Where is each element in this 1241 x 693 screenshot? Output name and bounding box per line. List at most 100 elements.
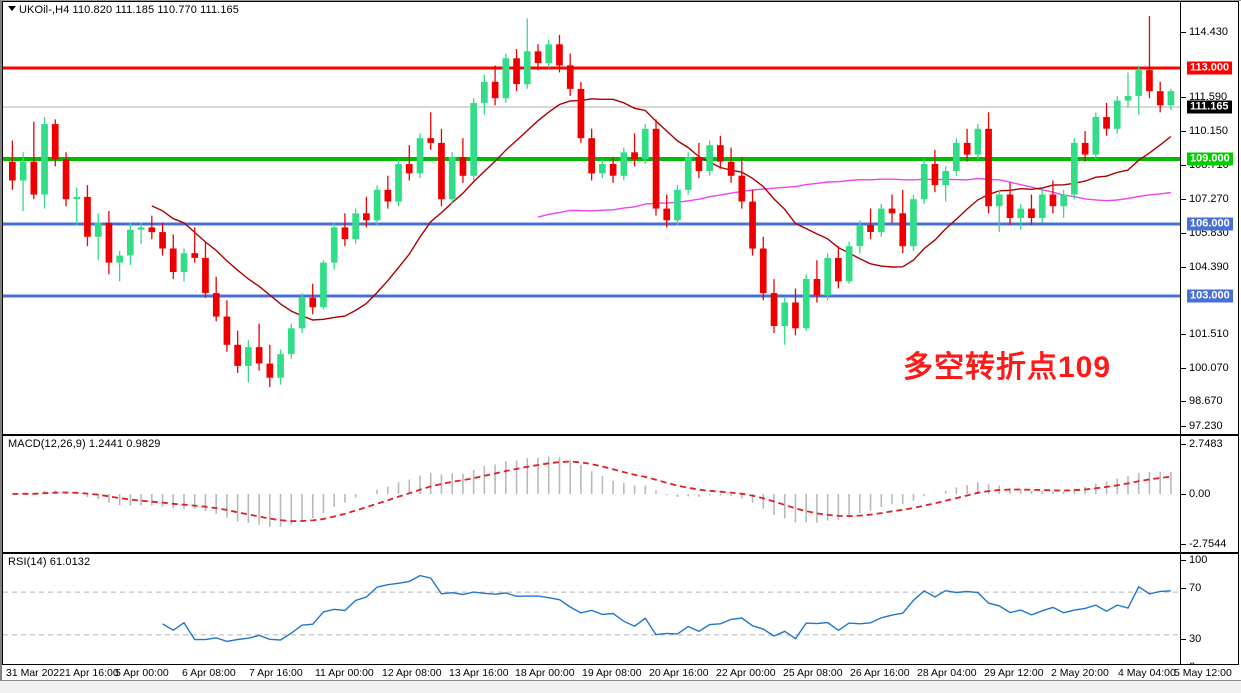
macd-tick — [1181, 444, 1186, 445]
candle-body — [813, 279, 821, 296]
candle-body — [974, 128, 982, 155]
time-axis-label: 6 Apr 08:00 — [182, 667, 236, 679]
candle-body — [427, 138, 435, 143]
candle-body — [577, 88, 585, 139]
chevron-down-icon[interactable] — [8, 6, 16, 11]
price-tick — [1181, 165, 1186, 166]
macd-pane[interactable]: MACD(12,26,9) 1.2441 0.9829 2.7483 0.00 -2… — [2, 435, 1239, 553]
candle-body — [802, 279, 810, 329]
candle-body — [845, 246, 853, 282]
candle-body — [652, 128, 660, 209]
rsi-scale-label: 70 — [1189, 582, 1202, 594]
price-scale-label: 114.430 — [1189, 26, 1228, 38]
candle-body — [245, 347, 252, 366]
candle-body — [9, 161, 16, 181]
time-axis-label: 5 May 12:00 — [1174, 667, 1232, 679]
price-level-badge-106.000[interactable]: 106.000 — [1187, 217, 1233, 231]
time-axis-label: 1 Apr 16:00 — [65, 667, 119, 679]
candle-body — [320, 262, 327, 308]
candle-body — [459, 157, 467, 176]
candle-body — [62, 159, 70, 200]
candle-body — [1028, 208, 1035, 218]
candle-body — [1103, 117, 1110, 129]
macd-scale-label: 0.00 — [1189, 488, 1211, 500]
time-axis-label: 19 Apr 08:00 — [582, 667, 642, 679]
price-tick — [1181, 426, 1186, 427]
candle-body — [856, 225, 864, 247]
candle-body — [212, 293, 220, 317]
candle-body — [363, 213, 370, 221]
candle-body — [759, 248, 767, 294]
candle-body — [942, 171, 949, 186]
candle-body — [706, 145, 713, 171]
candle-body — [191, 253, 199, 258]
candle-body — [30, 161, 38, 195]
candle-body — [995, 194, 1003, 207]
candle-body — [73, 196, 81, 200]
candle-body — [513, 58, 520, 85]
candle-body — [1124, 95, 1132, 101]
candle-body — [148, 227, 156, 233]
candle-body — [620, 152, 628, 176]
price-tick — [1181, 199, 1186, 200]
price-level-badge-103.000[interactable]: 103.000 — [1187, 289, 1233, 303]
status-segment-2 — [89, 681, 165, 693]
rsi-pane[interactable]: RSI(14) 61.0132 10070300 — [2, 553, 1239, 676]
price-scale[interactable]: 114.430111.590110.150108.710107.270105.8… — [1180, 2, 1238, 434]
rsi-line — [162, 574, 1171, 643]
time-axis-label: 12 Apr 08:00 — [382, 667, 442, 679]
candle-body — [373, 189, 381, 221]
price-level-badge-113.000[interactable]: 113.000 — [1187, 61, 1233, 75]
candle-body — [888, 208, 896, 214]
time-axis-label: 18 Apr 00:00 — [515, 667, 575, 679]
time-axis-label: 2 May 20:00 — [1051, 667, 1109, 679]
candle-body — [749, 201, 756, 249]
candle-body — [953, 142, 960, 172]
price-level-badge-109.000[interactable]: 109.000 — [1187, 152, 1233, 166]
candle-body — [684, 157, 692, 190]
candle-body — [416, 138, 424, 174]
candle-body — [84, 196, 91, 237]
candle-body — [1017, 208, 1025, 218]
time-axis-label: 7 Apr 16:00 — [249, 667, 303, 679]
time-axis-label: 20 Apr 16:00 — [649, 667, 709, 679]
candle-body — [470, 103, 477, 176]
time-axis[interactable]: 31 Mar 2022 1 Apr 16:00 5 Apr 00:00 6 Apr 0… — [2, 664, 1239, 680]
candle-body — [309, 297, 317, 308]
candle-body — [920, 164, 928, 200]
candle-body — [609, 164, 617, 176]
status-segment-3 — [164, 681, 1241, 693]
candle-body — [298, 297, 306, 329]
time-axis-label: 11 Apr 00:00 — [315, 667, 374, 679]
price-scale-label: 111.590 — [1189, 91, 1228, 103]
price-scale-label: 107.270 — [1189, 193, 1229, 205]
time-axis-label: 28 Apr 04:00 — [917, 667, 977, 679]
candle-body — [727, 161, 735, 176]
candle-body — [180, 253, 188, 272]
candle-body — [51, 124, 59, 160]
price-tick — [1181, 368, 1186, 369]
candle-body — [1081, 142, 1089, 155]
candle-body — [448, 157, 456, 200]
candle-body — [588, 138, 595, 174]
status-segment-1 — [0, 681, 90, 693]
macd-canvas[interactable] — [3, 436, 1183, 552]
candle-body — [94, 222, 102, 237]
price-scale-label: 97.230 — [1189, 420, 1223, 432]
rsi-tick — [1181, 560, 1186, 561]
price-chart-canvas[interactable] — [3, 2, 1183, 434]
price-chart-pane[interactable]: UKOil-,H4 110.820 111.185 110.770 111.16… — [2, 1, 1239, 435]
candle-body — [717, 145, 724, 162]
price-tick — [1181, 267, 1186, 268]
rsi-canvas[interactable] — [3, 554, 1183, 675]
rsi-label: RSI(14) 61.0132 — [8, 556, 91, 568]
price-scale-label: 110.150 — [1189, 125, 1228, 137]
candle-body — [341, 227, 349, 240]
price-tick — [1181, 401, 1186, 402]
candle-body — [738, 175, 746, 202]
candle-body — [1038, 194, 1046, 218]
macd-tick — [1181, 494, 1186, 495]
candle-body — [985, 128, 992, 207]
price-level-badge-111.165[interactable]: 111.165 — [1187, 100, 1232, 114]
